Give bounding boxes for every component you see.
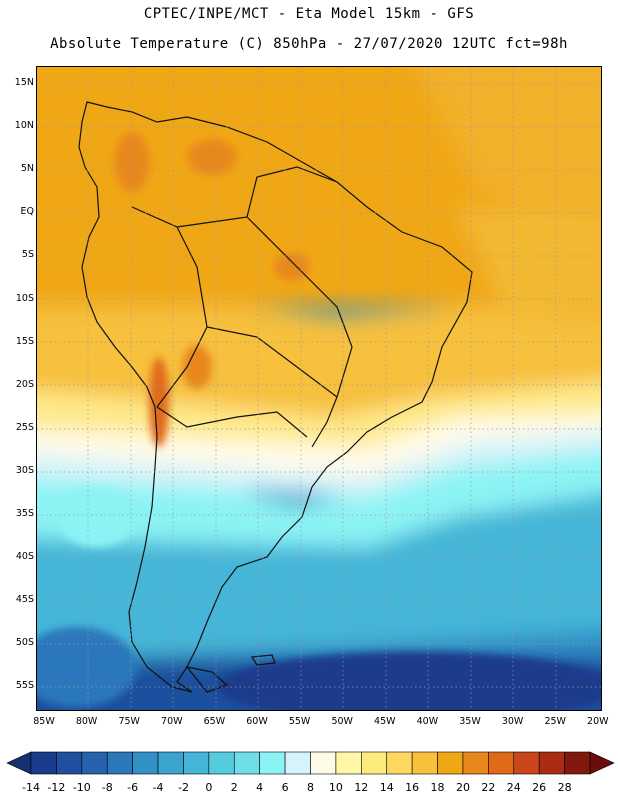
colorbar-label: 24 [506,781,521,794]
lon-label-20w: 20W [587,716,609,727]
colorbar-label: 8 [307,781,314,794]
lon-label-55w: 55W [288,716,311,727]
colorbar-swatch [361,751,388,775]
lat-label-10s: 10S [15,292,34,304]
lat-label-5s: 5S [21,249,34,261]
colorbar-under-arrow [6,751,32,775]
colorbar-swatch [183,751,210,775]
lon-label-25w: 25W [544,716,566,727]
colorbar-swatch [56,751,83,775]
drake-deep [217,652,601,710]
lon-label-60w: 60W [246,716,268,727]
colorbar-label: -4 [152,781,164,794]
colorbar-swatch [233,751,260,775]
colorbar-label: 22 [481,781,496,794]
temperature-map [36,66,602,711]
andes-warm-bol [182,345,212,389]
colorbar-over-arrow [589,751,615,775]
andes-warm-peru [274,253,310,281]
lat-label-45s: 45S [15,594,34,606]
colorbar-label: -12 [47,781,66,794]
map-canvas [37,67,601,710]
south-america-coastline [78,101,473,693]
lat-label-15s: 15S [15,335,34,347]
lat-label-10n: 10N [14,120,34,132]
patagonia-cyan [57,487,137,547]
colorbar-swatch [411,751,438,775]
colorbar-swatch [488,751,515,775]
lon-label-35w: 35W [459,716,481,727]
colorbar-label: 2 [230,781,238,794]
malvinas-islands [250,654,276,666]
colorbar-label: 26 [532,781,547,794]
colorbar-label: 6 [281,781,289,794]
lat-label-55s: 55S [15,680,34,692]
colorbar-swatch [513,751,540,775]
colorbar-label: -10 [72,781,91,794]
lon-label-75w: 75W [118,716,140,727]
lat-label-eq: EQ [20,206,34,218]
ocean-cold-sw [37,627,137,707]
colorbar-label: 28 [557,781,572,794]
lon-label-85w: 85W [33,716,55,727]
colorbar-label: -8 [101,781,113,794]
colorbar-label: 16 [405,781,420,794]
colorbar-swatch [462,751,489,775]
colorbar-swatch [386,751,413,775]
colorbar-label: 20 [455,781,470,794]
colorbar-label: 0 [205,781,213,794]
andes-warm-col [187,139,237,175]
lat-label-25s: 25S [15,421,34,433]
lat-label-15n: 15N [14,77,34,88]
colorbar-label: 4 [256,781,264,794]
lon-label-70w: 70W [161,716,183,727]
colorbar-swatch [106,751,133,775]
country-borders [131,166,353,448]
colorbar-swatch [208,751,235,775]
lon-label-40w: 40W [416,716,439,727]
colorbar-label: 14 [379,781,394,794]
colorbar-swatch [335,751,362,775]
colorbar-swatch [437,751,464,775]
colorbar-swatch [259,751,286,775]
colorbar [6,751,615,775]
andes-warm-north [114,132,150,192]
lon-label-80w: 80W [75,716,98,727]
lat-label-50s: 50S [15,637,34,649]
lat-label-30s: 30S [15,464,34,476]
lon-label-30w: 30W [501,716,524,727]
lat-label-20s: 20S [15,378,34,390]
colorbar-swatch [157,751,184,775]
colorbar-label: 12 [354,781,369,794]
colorbar-swatch [538,751,565,775]
map-title-line-1: CPTEC/INPE/MCT - Eta Model 15km - GFS [143,6,475,22]
colorbar-label: -14 [22,781,40,794]
band-tropics-ne [417,67,601,227]
lat-label-5n: 5N [20,163,34,175]
colorbar-swatch [132,751,159,775]
colorbar-swatch [284,751,311,775]
lat-label-35s: 35S [15,508,34,519]
colorbar-swatch [81,751,108,775]
map-title-line-2: Absolute Temperature (C) 850hPa - 27/07/… [50,36,568,52]
colorbar-label: -2 [177,781,189,794]
colorbar-label: -6 [127,781,139,794]
lon-label-45w: 45W [374,716,396,727]
colorbar-swatch [30,751,57,775]
band-trop-east [457,207,601,324]
lon-label-50w: 50W [331,716,353,727]
lat-label-40s: 40S [15,551,34,563]
colorbar-swatch [564,751,591,775]
lon-label-65w: 65W [203,716,226,727]
colorbar-swatch [310,751,337,775]
tierra-del-fuego [185,666,229,693]
colorbar-label: 18 [430,781,445,794]
colorbar-label: 10 [328,781,343,794]
andes-warm-chile [149,357,169,447]
